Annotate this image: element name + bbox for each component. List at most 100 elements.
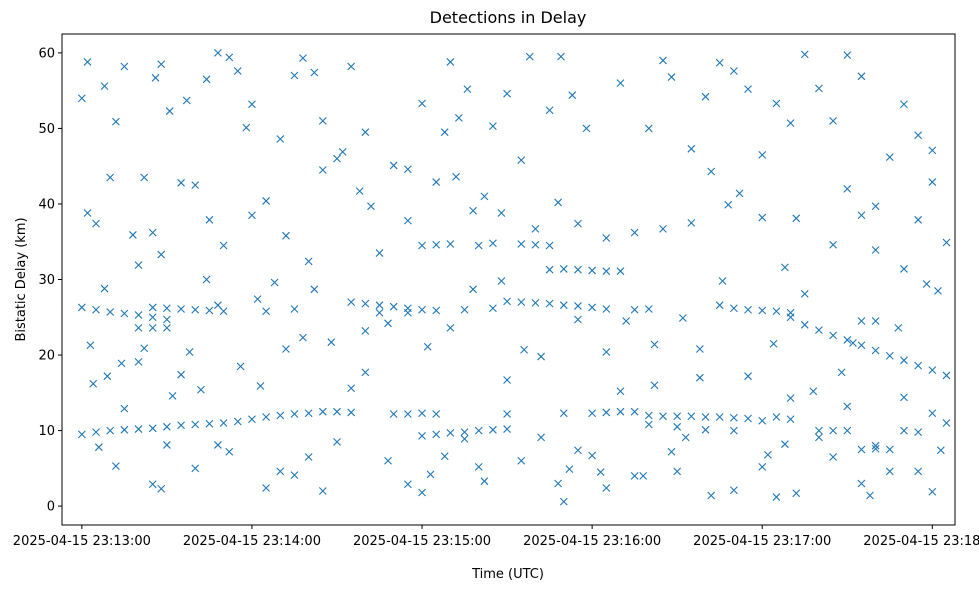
data-point xyxy=(815,326,823,334)
data-point xyxy=(724,200,733,209)
data-point xyxy=(83,58,92,66)
data-point xyxy=(148,303,157,312)
data-point xyxy=(928,146,937,155)
data-point xyxy=(630,228,639,237)
data-point xyxy=(574,446,582,455)
data-point xyxy=(463,85,472,94)
data-point xyxy=(205,419,214,428)
data-point xyxy=(299,54,307,63)
data-point xyxy=(418,305,426,314)
data-point xyxy=(764,450,772,459)
data-point xyxy=(299,333,307,342)
data-point xyxy=(446,323,455,332)
data-point xyxy=(885,351,894,360)
data-point xyxy=(440,452,449,461)
data-point xyxy=(347,408,356,417)
data-point xyxy=(86,341,95,350)
data-point xyxy=(707,167,716,176)
data-point xyxy=(375,308,384,317)
data-point xyxy=(744,414,752,423)
data-point xyxy=(928,487,937,496)
data-point xyxy=(758,306,767,315)
data-point xyxy=(489,425,497,434)
data-point xyxy=(163,315,171,324)
data-point xyxy=(667,73,676,81)
data-point xyxy=(786,415,795,424)
data-point xyxy=(758,416,767,425)
data-point xyxy=(559,301,568,310)
data-point xyxy=(843,51,852,60)
data-point xyxy=(800,289,809,298)
data-point xyxy=(248,211,256,220)
data-point xyxy=(744,85,752,94)
data-point xyxy=(318,116,327,125)
data-point xyxy=(389,302,398,311)
chart-title: Detections in Delay xyxy=(430,8,587,27)
data-point xyxy=(111,462,120,470)
data-point xyxy=(177,421,185,430)
data-point xyxy=(616,407,625,416)
data-point xyxy=(157,250,166,259)
data-point xyxy=(469,206,477,215)
data-point xyxy=(687,412,696,421)
data-point xyxy=(718,277,727,285)
data-point xyxy=(177,305,185,313)
data-point xyxy=(772,307,781,316)
data-point xyxy=(225,447,234,456)
data-point xyxy=(205,306,214,315)
data-point xyxy=(304,257,313,266)
data-point xyxy=(262,484,271,492)
data-point xyxy=(77,430,86,439)
data-point xyxy=(659,412,667,421)
data-point xyxy=(418,431,426,440)
data-point xyxy=(205,215,214,224)
data-point xyxy=(792,489,801,498)
data-point xyxy=(616,387,625,396)
data-point xyxy=(191,464,200,473)
data-point xyxy=(177,178,185,187)
data-point xyxy=(361,299,370,308)
data-point xyxy=(117,359,126,368)
data-point xyxy=(290,471,299,480)
data-point xyxy=(602,348,611,356)
data-point xyxy=(900,265,908,273)
data-point xyxy=(489,122,497,131)
data-point xyxy=(900,426,908,435)
y-tick-label: 40 xyxy=(38,197,55,212)
data-point xyxy=(678,314,687,322)
data-point xyxy=(942,238,951,247)
data-point xyxy=(758,462,767,471)
data-point xyxy=(106,308,115,316)
data-point xyxy=(474,462,483,471)
data-point xyxy=(361,326,370,335)
data-point xyxy=(103,372,112,381)
data-point xyxy=(474,426,483,435)
data-point xyxy=(650,381,659,390)
data-point xyxy=(503,425,511,433)
x-tick-label: 2025-04-15 23:18:00 xyxy=(863,534,979,549)
data-point xyxy=(347,298,356,307)
data-point xyxy=(446,428,455,437)
data-point xyxy=(557,52,565,61)
data-point xyxy=(120,425,129,434)
data-point xyxy=(630,305,639,314)
data-point xyxy=(191,305,200,314)
data-point xyxy=(715,58,724,67)
data-point xyxy=(729,67,738,75)
data-point xyxy=(384,456,392,465)
data-point xyxy=(191,181,200,189)
data-point xyxy=(134,323,143,332)
data-point xyxy=(120,62,129,71)
data-point xyxy=(460,428,469,436)
data-point xyxy=(537,433,545,442)
data-point xyxy=(262,197,271,205)
data-point xyxy=(100,284,109,293)
data-point xyxy=(106,426,115,435)
data-point xyxy=(497,209,506,217)
data-point xyxy=(338,147,347,156)
data-point xyxy=(318,487,327,495)
data-point xyxy=(866,491,874,500)
data-point xyxy=(871,346,880,355)
